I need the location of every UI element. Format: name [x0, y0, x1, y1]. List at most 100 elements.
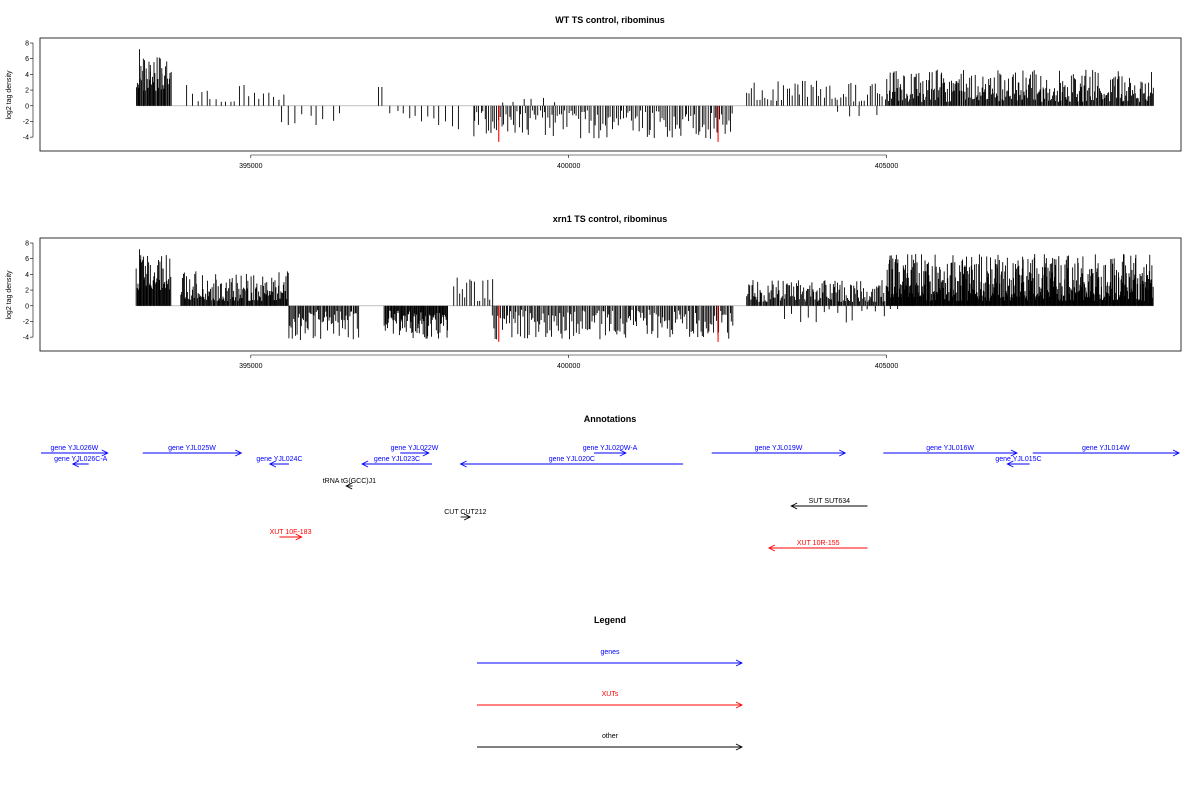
annotation-arrow-head [1010, 449, 1018, 457]
wt-y-tick-label: 0 [25, 103, 29, 110]
annotation-arrow-head [422, 449, 430, 457]
legend-entry-label: XUTs [602, 691, 619, 698]
xrn1-x-ticks: 395000 400000 405000 [239, 354, 898, 370]
annotation-arrow-head [790, 502, 798, 510]
xrn1-y-axis-label: log2 tag density [6, 270, 13, 320]
annotation-gene: gene YJL022W [391, 445, 439, 457]
annotation-gene: gene YJL023C [361, 456, 432, 468]
annotation-arrow-head [101, 449, 109, 457]
annotation-arrow-head [71, 460, 79, 468]
annotation-gene: gene YJL014W [1032, 445, 1181, 457]
annotation-label: SUT SUT634 [809, 498, 851, 505]
annotation-label: gene YJL025W [168, 445, 216, 452]
legend-entry-label: genes [600, 649, 620, 656]
wt-y-tick-label: 6 [25, 56, 29, 63]
xrn1-panel: xrn1 TS control, ribominus log2 tag dens… [6, 214, 1182, 370]
annotation-other: SUT SUT634 [790, 498, 868, 510]
wt-x-tick-label: 400000 [557, 163, 580, 170]
wt-y-tick-label: 8 [25, 41, 29, 48]
annotation-label: CUT CUT212 [444, 509, 486, 516]
xrn1-y-ticks: -4 -2 0 2 4 6 8 [23, 241, 34, 342]
legend-entry: other [477, 733, 744, 751]
xrn1-x-tick-label: 400000 [557, 363, 580, 370]
xrn1-y-tick-label: 6 [25, 256, 29, 263]
annotation-other: tRNA tG(GCC)J1 [323, 478, 376, 490]
annotation-label: gene YJL014W [1082, 445, 1130, 452]
annotation-gene: gene YJL019W [711, 445, 847, 457]
wt-panel: WT TS control, ribominus log2 tag densit… [6, 15, 1182, 170]
legend-arrow-head [735, 659, 744, 667]
annotation-label: XUT 10F-183 [270, 529, 312, 536]
annotation-label: gene YJL022W [391, 445, 439, 452]
legend-items: genes XUTs other [477, 649, 744, 751]
annotation-arrow-head [268, 460, 277, 468]
annotation-XUTs: XUT 10F-183 [270, 529, 312, 541]
annotation-arrow-head [459, 460, 467, 468]
annotation-arrow-head [839, 449, 847, 457]
annotation-label: gene YJL020W-A [583, 445, 638, 452]
xrn1-y-tick-label: 0 [25, 303, 29, 310]
legend-entry: XUTs [477, 691, 744, 709]
annotation-gene: gene YJL024C [256, 456, 303, 468]
annotation-arrow-head [1172, 449, 1181, 457]
wt-x-tick-label: 405000 [875, 163, 898, 170]
annotation-gene: gene YJL020C [459, 456, 684, 468]
annotation-label: XUT 10R-155 [797, 540, 840, 547]
wt-panel-title: WT TS control, ribominus [555, 15, 665, 25]
xrn1-y-tick-label: 2 [25, 288, 29, 295]
xrn1-x-tick-label: 395000 [239, 363, 262, 370]
annotations-title: Annotations [584, 414, 637, 424]
xrn1-y-tick-label: 4 [25, 272, 29, 279]
wt-x-tick-label: 395000 [239, 163, 262, 170]
xrn1-plot-frame [39, 237, 1182, 352]
xrn1-y-tick-label: -4 [23, 335, 29, 342]
wt-bars [136, 49, 1154, 142]
wt-plot-frame [39, 37, 1182, 152]
annotation-XUTs: XUT 10R-155 [767, 540, 868, 552]
annotation-label: gene YJL020C [549, 456, 595, 463]
annotation-label: gene YJL015C [995, 456, 1041, 463]
xrn1-bars [135, 249, 1154, 342]
wt-y-tick-label: -2 [23, 119, 29, 126]
annotation-label: tRNA tG(GCC)J1 [323, 478, 376, 485]
legend-title: Legend [594, 615, 626, 625]
legend-arrow-head [735, 701, 744, 709]
xrn1-panel-title: xrn1 TS control, ribominus [553, 214, 668, 224]
annotation-arrow-head [619, 449, 627, 457]
legend: Legend genes XUTs other [477, 615, 744, 751]
wt-y-axis-label: log2 tag density [6, 70, 13, 120]
annotation-arrow-head [463, 513, 472, 521]
annotation-arrow-head [361, 460, 369, 468]
annotation-gene: gene YJL015C [995, 456, 1042, 468]
annotation-arrow-head [235, 449, 243, 457]
annotation-arrow-head [767, 544, 776, 552]
annotation-gene: gene YJL025W [142, 445, 243, 457]
annotation-label: gene YJL016W [926, 445, 974, 452]
annotation-gene: gene YJL020W-A [583, 445, 638, 457]
annotation-arrow-head [295, 533, 303, 541]
wt-x-ticks: 395000 400000 405000 [239, 154, 898, 170]
annotation-label: gene YJL026W [51, 445, 99, 452]
wt-y-tick-label: 2 [25, 88, 29, 95]
annotation-label: gene YJL026C-A [54, 456, 108, 463]
xrn1-y-tick-label: -2 [23, 319, 29, 326]
wt-y-tick-label: 4 [25, 72, 29, 79]
annotation-items: gene YJL026W gene YJL026C-A gene YJL025W ge… [41, 445, 1181, 552]
xrn1-x-tick-label: 405000 [875, 363, 898, 370]
legend-entry-label: other [602, 733, 619, 740]
legend-entry: genes [477, 649, 744, 667]
legend-arrow-head [735, 743, 744, 751]
annotation-arrow-head [345, 482, 353, 490]
annotation-arrow-head [1006, 460, 1014, 468]
annotation-label: gene YJL019W [755, 445, 803, 452]
xrn1-y-tick-label: 8 [25, 241, 29, 248]
annotation-other: CUT CUT212 [444, 509, 487, 521]
annotation-label: gene YJL024C [256, 456, 302, 463]
annotation-gene: gene YJL026W [41, 445, 109, 457]
annotation-label: gene YJL023C [374, 456, 420, 463]
wt-y-tick-label: -4 [23, 135, 29, 142]
annotation-gene: gene YJL026C-A [54, 456, 108, 468]
